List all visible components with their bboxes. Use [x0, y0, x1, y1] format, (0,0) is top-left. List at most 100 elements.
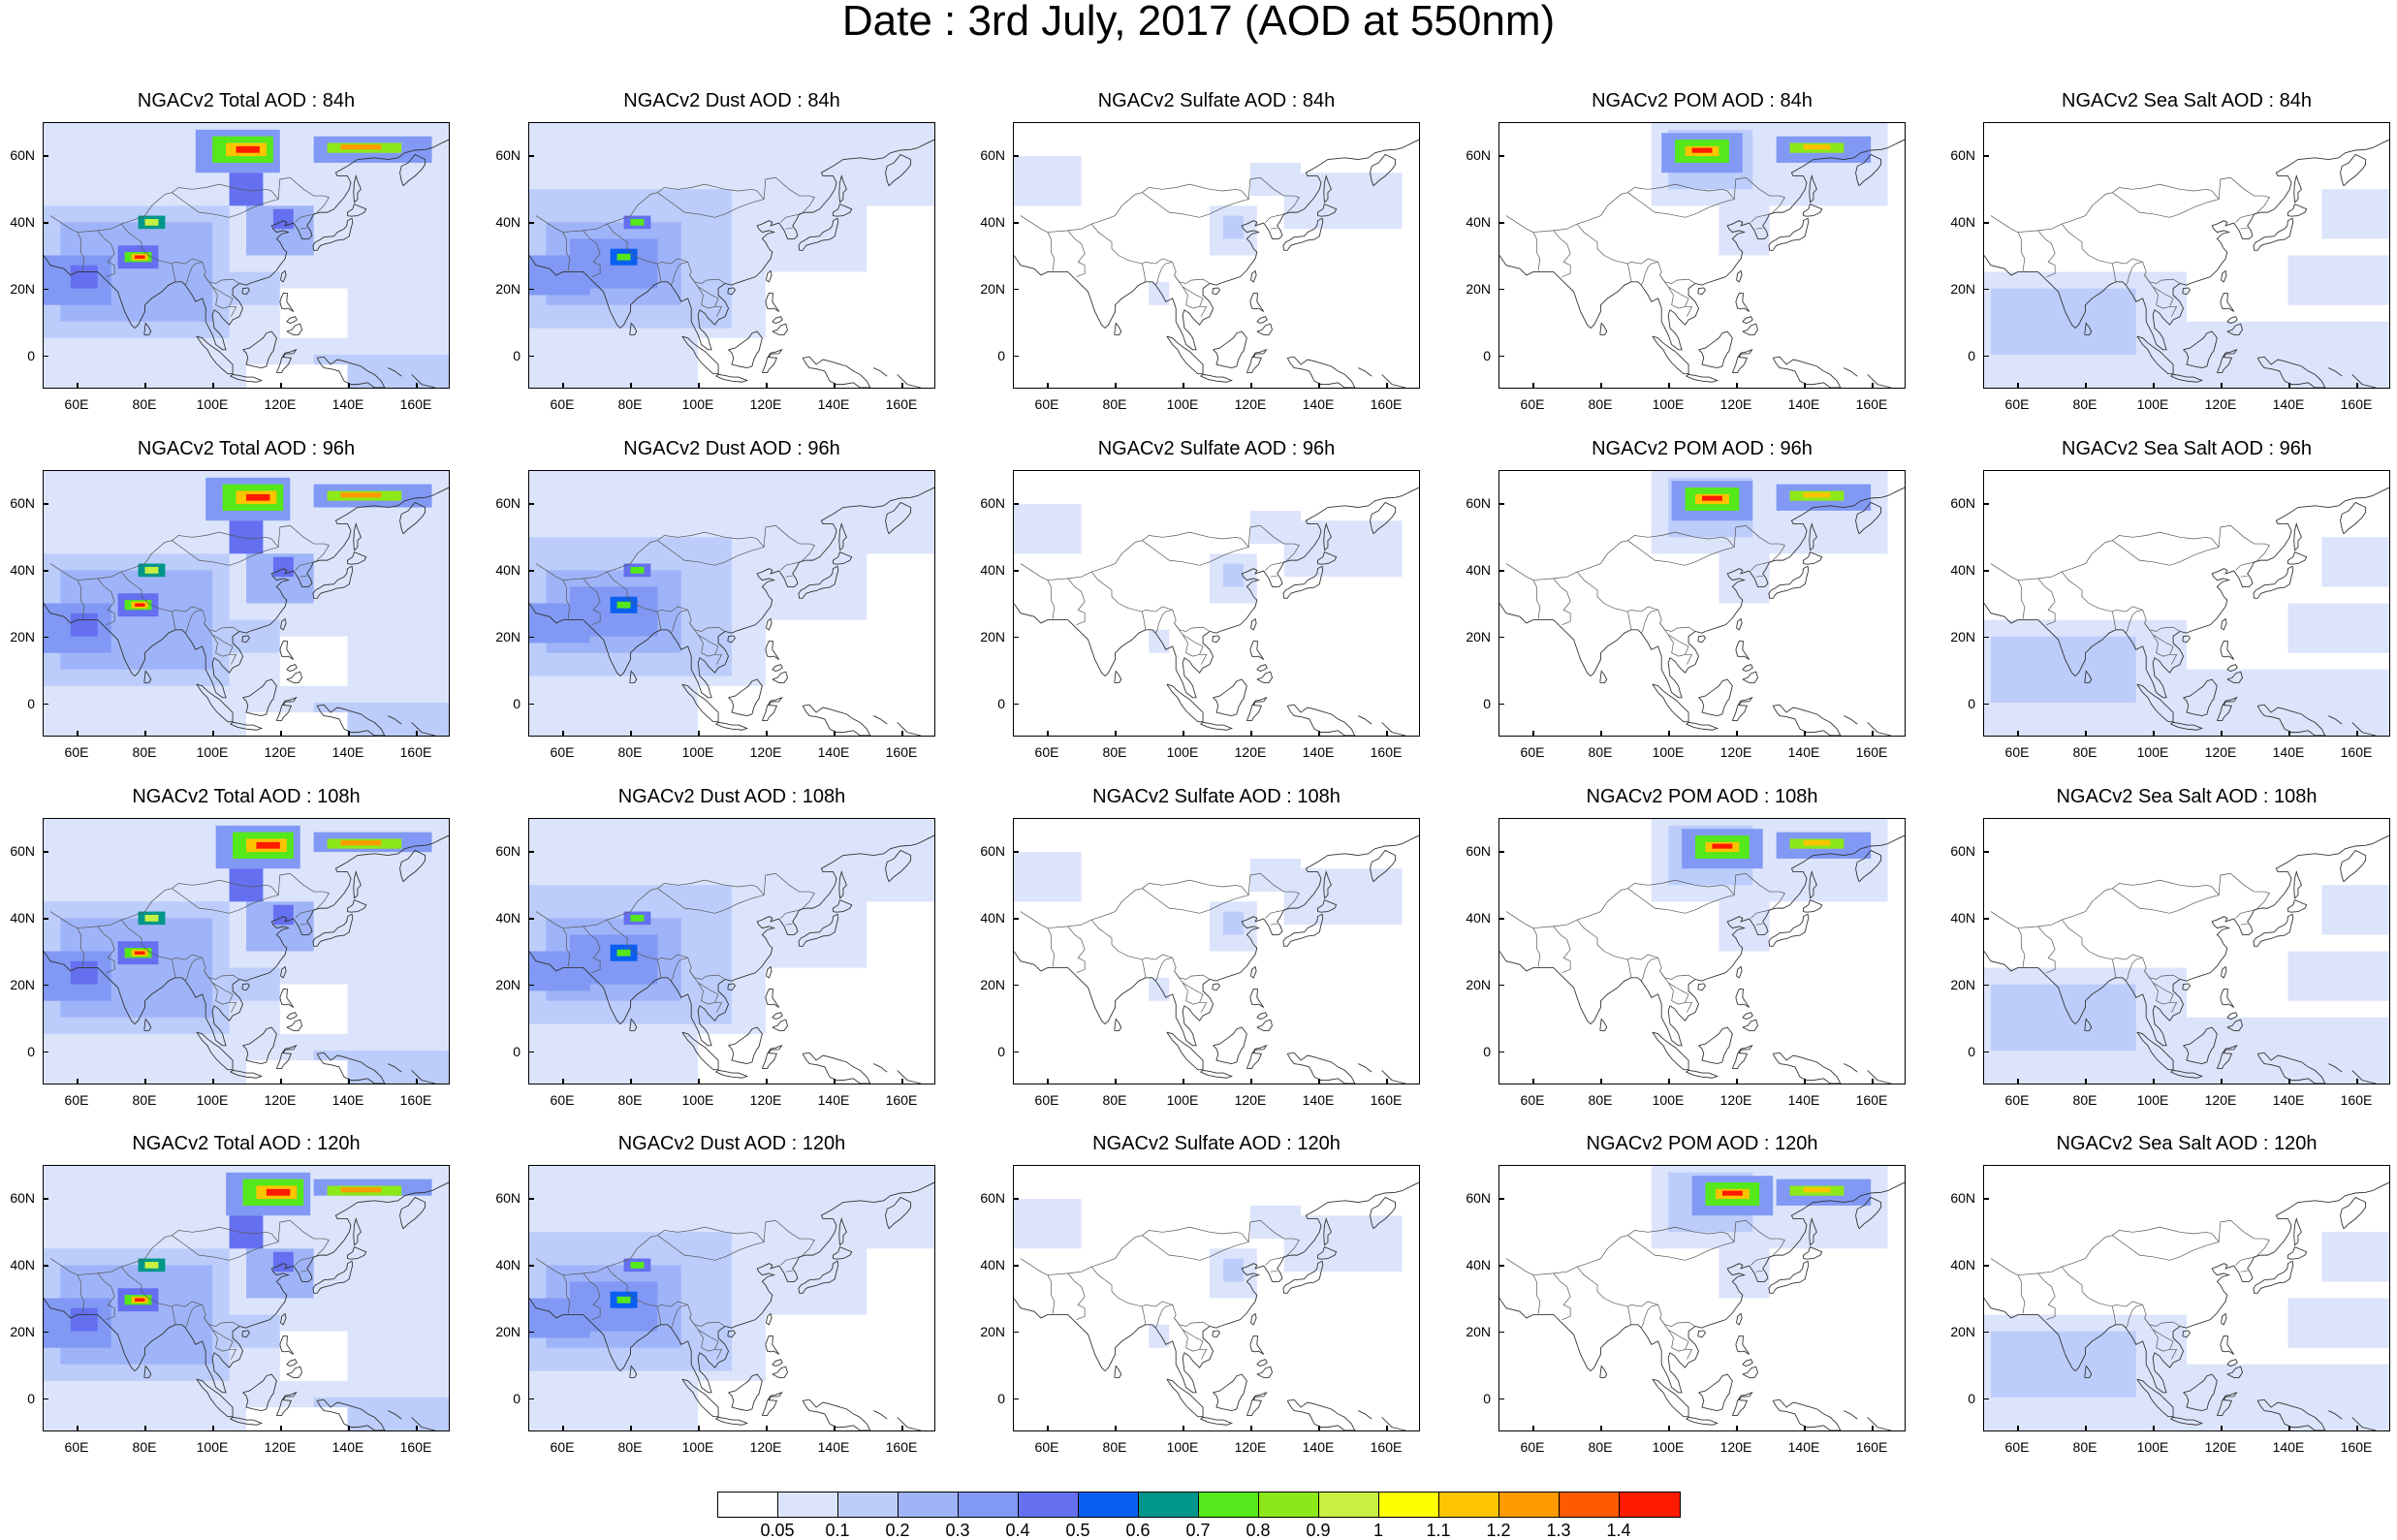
x-tick-label: 140E: [817, 744, 850, 760]
coastline: [2256, 704, 2326, 736]
y-tick-mark: [43, 570, 48, 572]
x-tick-label: 120E: [264, 1439, 297, 1455]
aod-shading-cell: [1719, 205, 1770, 256]
coastline: [196, 335, 234, 375]
coastline: [802, 1052, 871, 1084]
map-frame: [1013, 122, 1420, 389]
country-border: [1067, 578, 1086, 625]
y-tick-label: 0: [997, 1390, 1005, 1406]
x-tick-label: 80E: [132, 1092, 157, 1108]
y-tick-mark: [528, 355, 534, 358]
country-border: [1270, 923, 1277, 926]
country-border: [1627, 1305, 1632, 1325]
y-tick-mark: [1013, 1398, 1019, 1400]
y-tick-mark: [1498, 703, 1504, 706]
coastline: [316, 704, 386, 736]
y-tick-label: 40N: [10, 214, 35, 231]
y-tick-mark: [1983, 355, 1989, 358]
coastline: [1867, 1417, 1892, 1430]
country-border: [606, 571, 726, 632]
x-tick-mark: [1250, 383, 1252, 389]
y-tick-mark: [1983, 1198, 1989, 1200]
aod-map: [1984, 139, 2389, 388]
x-tick-mark: [2288, 1426, 2290, 1431]
coastline: [1984, 834, 2389, 1047]
country-border: [1047, 232, 1056, 271]
x-tick-mark: [1318, 731, 1320, 737]
coastline: [1809, 1217, 1817, 1246]
country-border: [77, 1219, 330, 1275]
y-tick-mark: [1013, 984, 1019, 987]
x-tick-mark: [901, 383, 903, 389]
aod-shading-cell: [1249, 510, 1302, 545]
x-tick-mark: [766, 1426, 768, 1431]
map-panel: NGACv2 Total AOD : 120h 60N 40N 20N 0 60E 80E 1…: [10, 1132, 508, 1476]
aod-shading-cell: [144, 914, 159, 922]
country-border: [2144, 1317, 2178, 1360]
x-tick-mark: [630, 1079, 632, 1084]
x-tick-mark: [1318, 383, 1320, 389]
x-tick-label: 160E: [1855, 744, 1888, 760]
coastline: [873, 1410, 888, 1420]
coastline: [1599, 322, 1608, 336]
aod-shading-cell: [765, 619, 934, 736]
country-border: [295, 1256, 316, 1266]
country-border: [2152, 982, 2174, 1003]
country-border: [1667, 1329, 1689, 1350]
aod-map: [44, 471, 449, 736]
country-border: [583, 578, 601, 625]
coastline: [242, 1373, 277, 1412]
country-border: [697, 634, 719, 655]
coastline: [1855, 501, 1882, 535]
x-tick-label: 60E: [550, 1092, 575, 1108]
colorbar-label: 0.6: [1125, 1521, 1151, 1540]
y-tick-label: 60N: [10, 495, 35, 512]
colorbar-label: 1.4: [1606, 1521, 1631, 1540]
coastline: [2351, 374, 2377, 388]
x-tick-mark: [144, 1079, 146, 1084]
y-tick-mark: [1498, 1051, 1504, 1053]
country-border: [1750, 561, 1772, 571]
x-tick-label: 100E: [196, 396, 229, 412]
aod-shading-cell: [1014, 156, 1082, 206]
coastline: [727, 983, 737, 991]
coastline: [2136, 1031, 2174, 1071]
country-border: [97, 1273, 115, 1320]
aod-shading-cell: [272, 556, 294, 578]
y-tick-mark: [43, 1051, 48, 1053]
country-border: [120, 223, 240, 284]
y-tick-label: 20N: [980, 976, 1005, 992]
aod-shading-cell: [2321, 537, 2389, 587]
x-tick-mark: [416, 1426, 418, 1431]
y-tick-mark: [1983, 918, 1989, 920]
aod-shading-cell: [630, 566, 645, 574]
x-tick-label: 60E: [64, 1439, 89, 1455]
x-tick-label: 160E: [399, 1439, 432, 1455]
coastline: [312, 565, 354, 599]
x-tick-label: 120E: [1234, 396, 1267, 412]
coastline: [1697, 287, 1707, 296]
x-tick-mark: [1532, 383, 1534, 389]
country-border: [1182, 286, 1204, 307]
coastline: [728, 678, 763, 717]
x-tick-label: 120E: [1719, 1092, 1752, 1108]
y-tick-mark: [1498, 1198, 1504, 1200]
coastline: [230, 373, 264, 383]
map-panel: NGACv2 POM AOD : 84h 60N 40N 20N 0 60E 80E 100E…: [1466, 89, 1964, 433]
panel-title: NGACv2 POM AOD : 120h: [1586, 1133, 1818, 1154]
aod-shading-cell: [1691, 147, 1713, 153]
aod-shading-cell: [229, 868, 264, 902]
y-tick-mark: [1983, 984, 1989, 987]
coastline: [2220, 292, 2235, 312]
y-tick-label: 40N: [10, 1257, 35, 1273]
country-border: [1576, 571, 1696, 632]
map-panel: NGACv2 Dust AOD : 120h 60N 40N 20N 0 60E 80E 10…: [495, 1132, 993, 1476]
country-border: [2240, 1270, 2248, 1273]
coastline: [1250, 1312, 1257, 1326]
x-tick-mark: [1183, 1426, 1184, 1431]
country-border: [77, 176, 330, 233]
x-tick-label: 140E: [1787, 396, 1820, 412]
coastline: [772, 323, 789, 335]
y-tick-mark: [1983, 570, 1989, 572]
x-tick-mark: [1736, 383, 1738, 389]
